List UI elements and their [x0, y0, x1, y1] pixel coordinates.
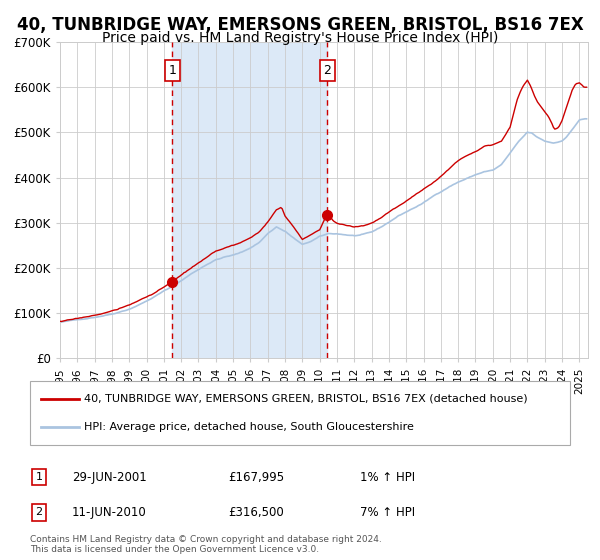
Text: 40, TUNBRIDGE WAY, EMERSONS GREEN, BRISTOL, BS16 7EX (detached house): 40, TUNBRIDGE WAY, EMERSONS GREEN, BRIST… — [84, 394, 527, 404]
Text: This data is licensed under the Open Government Licence v3.0.: This data is licensed under the Open Gov… — [30, 545, 319, 554]
Text: HPI: Average price, detached house, South Gloucestershire: HPI: Average price, detached house, Sout… — [84, 422, 414, 432]
Text: Price paid vs. HM Land Registry's House Price Index (HPI): Price paid vs. HM Land Registry's House … — [102, 31, 498, 45]
Text: £316,500: £316,500 — [228, 506, 284, 519]
Text: 40, TUNBRIDGE WAY, EMERSONS GREEN, BRISTOL, BS16 7EX: 40, TUNBRIDGE WAY, EMERSONS GREEN, BRIST… — [17, 16, 583, 34]
Text: 29-JUN-2001: 29-JUN-2001 — [72, 470, 147, 484]
Text: Contains HM Land Registry data © Crown copyright and database right 2024.: Contains HM Land Registry data © Crown c… — [30, 535, 382, 544]
Text: 1% ↑ HPI: 1% ↑ HPI — [360, 470, 415, 484]
Text: 11-JUN-2010: 11-JUN-2010 — [72, 506, 147, 519]
Text: 7% ↑ HPI: 7% ↑ HPI — [360, 506, 415, 519]
Text: 1: 1 — [169, 64, 176, 77]
FancyBboxPatch shape — [30, 381, 570, 445]
Text: 2: 2 — [323, 64, 331, 77]
Text: 2: 2 — [35, 507, 43, 517]
Bar — [172, 42, 327, 358]
Text: £167,995: £167,995 — [228, 470, 284, 484]
Text: 1: 1 — [35, 472, 43, 482]
